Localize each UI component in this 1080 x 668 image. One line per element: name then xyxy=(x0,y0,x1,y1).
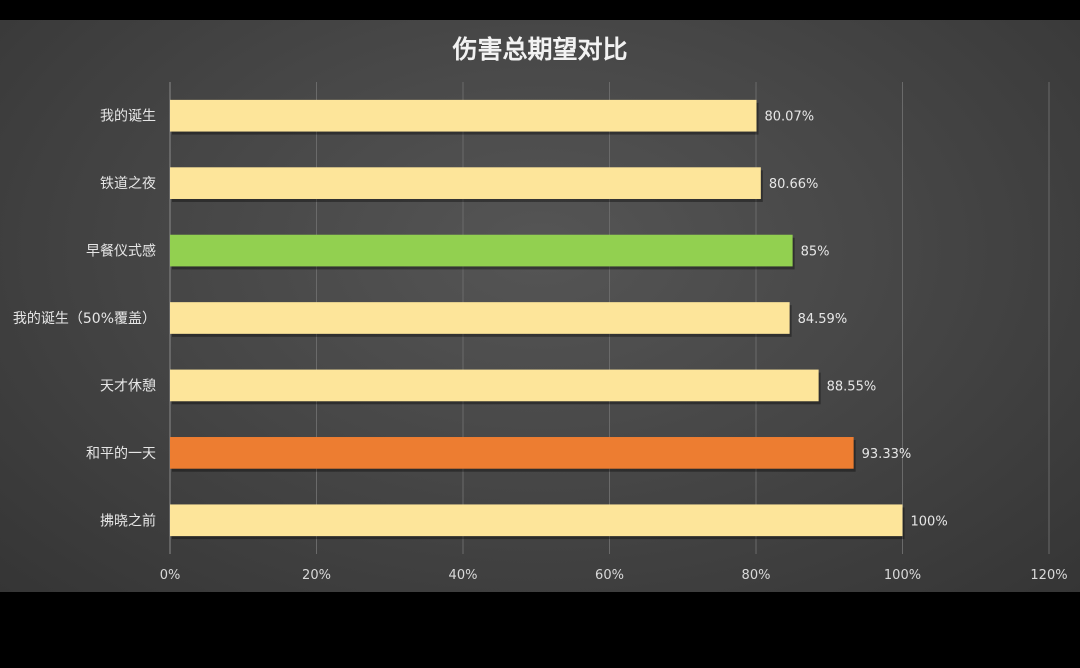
category-label: 天才休憩 xyxy=(100,377,156,394)
data-label: 100% xyxy=(911,514,948,529)
category-label: 我的诞生 xyxy=(100,109,156,125)
x-tick-label: 20% xyxy=(302,568,331,583)
data-label: 93.33% xyxy=(862,447,912,462)
bar xyxy=(170,234,793,267)
bar xyxy=(170,302,790,334)
data-label: 88.55% xyxy=(827,379,877,394)
bar xyxy=(170,99,757,132)
x-tick-label: 40% xyxy=(449,568,478,583)
chart-title: 伤害总期望对比 xyxy=(452,35,628,64)
category-label: 早餐仪式感 xyxy=(86,243,156,260)
x-tick-label: 120% xyxy=(1030,568,1067,583)
x-tick-label: 60% xyxy=(595,568,624,583)
bar xyxy=(170,504,903,537)
category-label: 和平的一天 xyxy=(86,446,156,462)
x-tick-label: 80% xyxy=(742,568,771,583)
data-label: 85% xyxy=(801,245,830,260)
data-label: 80.66% xyxy=(769,177,819,192)
bar xyxy=(170,437,854,469)
category-label: 拂晓之前 xyxy=(100,512,156,529)
category-label: 铁道之夜 xyxy=(100,176,156,192)
bar xyxy=(170,167,761,199)
x-tick-label: 100% xyxy=(884,568,921,583)
data-label: 80.07% xyxy=(765,110,815,125)
bar xyxy=(170,369,819,402)
x-tick-label: 0% xyxy=(160,568,181,583)
category-label: 我的诞生（50%覆盖） xyxy=(13,311,156,327)
data-label: 84.59% xyxy=(798,312,848,327)
bar-chart: 0% 20% 40% 60% 80% 100% 120% 我的诞生 80.07% 铁道之夜 80.6… xyxy=(13,82,1068,583)
chart-area: 伤害总期望对比 0% 20% 40% 60% 80% 100% 120% 我的诞生 80.07%… xyxy=(0,20,1080,592)
